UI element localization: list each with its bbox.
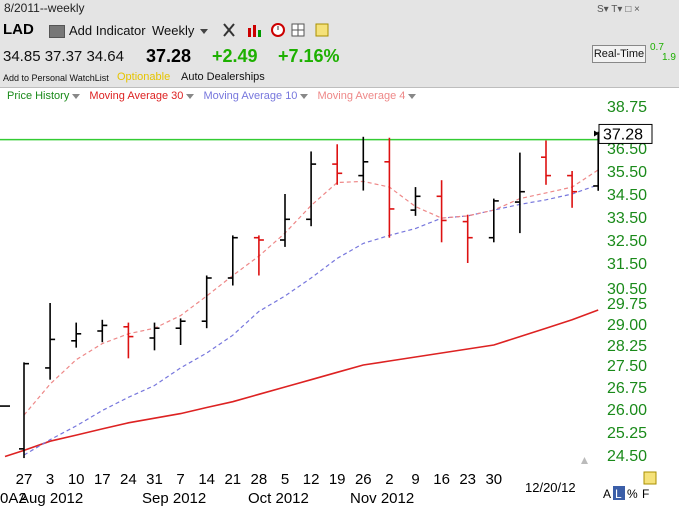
series-line-1 [23, 184, 599, 456]
y-tick-label-16: 24.50 [607, 448, 647, 465]
bar-chart-icon[interactable] [248, 25, 261, 37]
realtime-value-b: 1.9 [662, 52, 676, 63]
x-day-label-13: 26 [355, 471, 372, 488]
chevron-down-icon[interactable] [72, 93, 81, 99]
toolbar-icon-strip [223, 23, 329, 37]
chart-legend: Price History Moving Average 30 Moving A… [7, 90, 422, 102]
last-price: 37.28 [146, 46, 192, 66]
y-tick-label-6: 32.50 [607, 233, 647, 250]
x-day-label-0: 27 [16, 471, 33, 488]
chevron-down-icon[interactable] [408, 93, 417, 99]
period-select[interactable]: Weekly [152, 23, 195, 38]
window-title-fragment: 8/2011--weekly [4, 1, 85, 15]
x-day-label-2: 10 [68, 471, 85, 488]
price-change-percent: +7.16% [278, 46, 340, 66]
x-day-label-5: 31 [146, 471, 163, 488]
chevron-down-icon[interactable] [186, 93, 195, 99]
optionable-badge: Optionable [117, 71, 171, 83]
x-day-label-16: 16 [433, 471, 450, 488]
x-day-label-15: 9 [411, 471, 419, 488]
legend-ma30[interactable]: Moving Average 30 [89, 90, 195, 102]
scale-control-0[interactable]: A [603, 487, 611, 501]
x-cut-label: 0A2 [0, 490, 27, 507]
last-price-label: 37.28 [603, 126, 643, 143]
legend-price-history[interactable]: Price History [7, 90, 81, 102]
open-value: 34.85 [3, 48, 41, 65]
x-day-label-12: 19 [329, 471, 346, 488]
scale-control-1[interactable]: L [615, 487, 622, 501]
y-tick-label-13: 26.75 [607, 380, 647, 397]
x-day-label-11: 12 [303, 471, 320, 488]
scissors-icon[interactable] [223, 23, 235, 37]
y-tick-label-11: 28.25 [607, 338, 647, 355]
chevron-down-icon[interactable] [200, 29, 208, 34]
symbol-label[interactable]: LAD [3, 21, 34, 38]
legend-ma4[interactable]: Moving Average 4 [318, 90, 417, 102]
add-indicator-button[interactable]: Add Indicator [69, 23, 146, 38]
date-stamp: 12/20/12 [525, 480, 576, 495]
y-tick-label-2: 36.50 [607, 141, 647, 158]
industry-label[interactable]: Auto Dealerships [181, 71, 265, 83]
y-tick-label-3: 35.50 [607, 164, 647, 181]
y-tick-label-9: 29.75 [607, 296, 647, 313]
series-line-0 [4, 309, 599, 458]
legend-ma10[interactable]: Moving Average 10 [203, 90, 309, 102]
pencil-icon [643, 471, 657, 485]
x-day-label-14: 2 [385, 471, 393, 488]
y-tick-label-7: 31.50 [607, 256, 647, 273]
add-to-watchlist-link[interactable]: Add to Personal WatchList [3, 73, 109, 83]
realtime-button[interactable]: Real-Time [592, 45, 646, 63]
scale-control-2[interactable]: % [627, 487, 638, 501]
note-icon[interactable] [315, 23, 329, 37]
y-tick-label-12: 27.50 [607, 358, 647, 375]
grid-icon[interactable] [291, 23, 305, 37]
ohl-values: 34.85 37.37 34.64 [3, 48, 124, 65]
clock-icon[interactable] [271, 23, 285, 37]
x-month-label-3: Nov 2012 [350, 490, 414, 507]
last-price-pointer [594, 130, 599, 137]
low-value: 34.64 [86, 48, 124, 65]
y-tick-label-10: 29.00 [607, 317, 647, 334]
last-price-box [598, 123, 653, 144]
x-day-label-6: 7 [176, 471, 184, 488]
y-tick-label-4: 34.50 [607, 187, 647, 204]
control-highlight [613, 486, 625, 500]
x-day-label-3: 17 [94, 471, 111, 488]
scale-control-3[interactable]: F [642, 487, 649, 501]
x-day-label-7: 14 [198, 471, 215, 488]
y-tick-label-14: 26.00 [607, 402, 647, 419]
toolbar-icons[interactable] [222, 22, 332, 43]
price-change: +2.49 [212, 46, 258, 66]
window-buttons[interactable]: S▾ T▾ □ × [597, 4, 640, 15]
x-month-label-1: Sep 2012 [142, 490, 206, 507]
y-tick-label-0: 38.75 [607, 99, 647, 116]
x-day-label-4: 24 [120, 471, 137, 488]
quote-header: 8/2011--weekly S▾ T▾ □ × LAD Add Indicat… [0, 0, 679, 88]
y-tick-label-5: 33.50 [607, 210, 647, 227]
indicator-icon[interactable] [49, 25, 65, 38]
y-tick-label-8: 30.50 [607, 281, 647, 298]
x-day-label-9: 28 [251, 471, 268, 488]
x-day-label-1: 3 [46, 471, 54, 488]
x-day-label-10: 5 [281, 471, 289, 488]
x-day-label-18: 30 [485, 471, 502, 488]
scroll-up-icon [581, 457, 588, 464]
x-month-label-0: Aug 2012 [19, 490, 83, 507]
x-month-label-2: Oct 2012 [248, 490, 309, 507]
x-day-label-8: 21 [224, 471, 241, 488]
chevron-down-icon[interactable] [300, 93, 309, 99]
y-tick-label-15: 25.25 [607, 425, 647, 442]
x-day-label-17: 23 [459, 471, 476, 488]
high-value: 37.37 [44, 48, 83, 65]
realtime-value-a: 0.7 [650, 42, 664, 53]
